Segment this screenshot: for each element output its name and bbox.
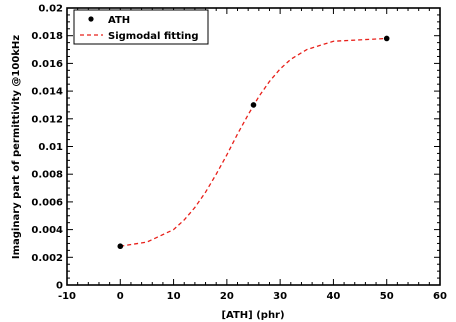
x-tick-label: 30 [273,291,287,302]
axis-ticks [66,7,441,286]
sigmoidal-fit-line [120,37,387,247]
y-tick-label: 0 [56,281,63,292]
y-tick-label: 0.01 [38,142,63,153]
y-tick-label: 0.004 [31,225,63,236]
y-tick-label: 0.014 [31,87,63,98]
plot-frame [66,7,441,286]
legend: ATH Sigmodal fitting [73,9,209,45]
x-tick-label: -10 [58,291,76,302]
x-tick-label: 20 [220,291,234,302]
tick-labels: -10 0 10 20 30 40 50 6000.0020.0040.0060.0080.0… [31,4,447,303]
legend-label-ath: ATH [108,15,130,26]
x-tick-label: 50 [380,291,394,302]
data-point [250,102,257,108]
legend-marker-ath [88,16,94,22]
data-point [383,35,390,42]
y-tick-label: 0.002 [31,253,63,264]
legend-box [73,9,209,45]
x-tick-label: 60 [433,291,447,302]
y-tick-label: 0.006 [31,197,63,208]
data-point [117,243,124,250]
y-tick-label: 0.012 [31,114,63,125]
y-tick-label: 0.008 [31,170,63,181]
x-tick-label: 0 [117,291,124,302]
x-tick-label: 40 [326,291,340,302]
y-tick-label: 0.018 [31,31,63,42]
y-axis-title: Imaginary part of permittivity @100kHz [11,35,22,259]
y-tick-label: 0.02 [38,4,63,15]
y-tick-label: 0.016 [31,59,63,70]
legend-label-fit: Sigmodal fitting [108,31,199,42]
data-points [117,35,390,250]
x-axis-title: [ATH] (phr) [221,310,284,321]
x-tick-label: 10 [167,291,181,302]
